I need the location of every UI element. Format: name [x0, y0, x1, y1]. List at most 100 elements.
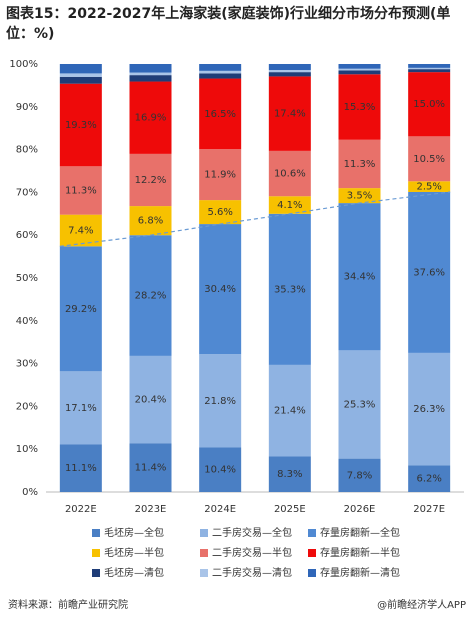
y-tick-label: 30%: [16, 359, 38, 370]
legend-label: 二手房交易—清包: [212, 566, 292, 579]
bar-segment: [129, 72, 172, 76]
data-label: 26.3%: [413, 404, 445, 415]
chart-title: 图表15：2022-2027年上海家装(家庭装饰)行业细分市场分布预测(单位：%…: [6, 6, 451, 42]
legend-label: 存量房翻新—全包: [320, 526, 400, 539]
y-tick-label: 100%: [9, 59, 38, 70]
y-tick-label: 10%: [16, 444, 38, 455]
bar-segment: [338, 70, 381, 75]
data-label: 17.4%: [274, 109, 306, 120]
data-label: 11.9%: [204, 170, 236, 181]
x-tick-label: 2022E: [65, 504, 97, 515]
bar-segment: [59, 246, 102, 372]
data-label: 21.8%: [204, 396, 236, 407]
data-label: 11.3%: [344, 159, 376, 170]
bar-segment: [129, 64, 172, 73]
data-label: 17.1%: [65, 403, 97, 414]
y-tick-label: 20%: [16, 401, 38, 412]
data-label: 7.4%: [68, 225, 93, 236]
bar-segment: [338, 203, 381, 351]
x-tick-label: 2025E: [274, 504, 306, 515]
legend-label: 二手房交易—半包: [212, 546, 292, 559]
data-label: 37.6%: [413, 267, 445, 278]
data-label: 11.1%: [65, 463, 97, 474]
y-tick-label: 80%: [16, 145, 38, 156]
legend-swatch: [92, 529, 100, 537]
data-label: 28.2%: [135, 291, 167, 302]
bar-segment: [408, 72, 451, 137]
bar-segment: [268, 76, 311, 151]
legend-label: 存量房翻新—半包: [320, 546, 400, 559]
legend-swatch: [92, 549, 100, 557]
legend-label: 毛坯房—半包: [104, 546, 164, 559]
y-tick-label: 0%: [22, 487, 38, 498]
legend-swatch: [92, 569, 100, 577]
bar-segment: [338, 458, 381, 492]
bar-segment: [268, 364, 311, 457]
data-label: 25.3%: [344, 399, 376, 410]
data-label: 21.4%: [274, 406, 306, 417]
bar-segment: [408, 465, 451, 492]
bar-segment: [199, 64, 242, 71]
data-label: 10.5%: [413, 154, 445, 165]
credit: @前瞻经济学人APP: [377, 598, 466, 611]
x-tick-label: 2027E: [413, 504, 445, 515]
legend-label: 毛坯房—清包: [104, 566, 164, 579]
bar-segment: [408, 191, 451, 353]
bar-segment: [59, 371, 102, 445]
bar-segment: [338, 68, 381, 71]
bar-segment: [199, 447, 242, 492]
bar-segment: [338, 74, 381, 140]
legend-label: 毛坯房—全包: [104, 526, 164, 539]
legend-swatch: [308, 549, 316, 557]
legend-swatch: [200, 569, 208, 577]
bar-segment: [338, 139, 381, 189]
bar-segment: [199, 70, 242, 74]
data-label: 30.4%: [204, 284, 236, 295]
data-label: 8.3%: [277, 469, 302, 480]
data-label: 11.3%: [65, 185, 97, 196]
bar-segment: [59, 76, 102, 84]
bar-segment: [408, 181, 451, 192]
data-label: 19.3%: [65, 120, 97, 131]
data-label: 29.2%: [65, 304, 97, 315]
bar-segment: [129, 443, 172, 492]
data-label: 10.6%: [274, 169, 306, 180]
trend-line: [59, 191, 451, 247]
legend-swatch: [200, 529, 208, 537]
bar-segment: [199, 149, 242, 201]
bar-segment: [59, 64, 102, 74]
bar-segment: [338, 350, 381, 459]
y-tick-label: 60%: [16, 230, 38, 241]
x-tick-label: 2023E: [135, 504, 167, 515]
data-label: 16.5%: [204, 109, 236, 120]
bar-segment: [408, 69, 451, 73]
data-label: 11.4%: [135, 463, 167, 474]
legend-label: 存量房翻新—清包: [320, 566, 400, 579]
bar-segment: [129, 75, 172, 82]
bar-segment: [338, 64, 381, 69]
bar-segment: [338, 188, 381, 204]
bar-segment: [408, 136, 451, 182]
data-label: 10.4%: [204, 465, 236, 476]
data-label: 34.4%: [344, 272, 376, 283]
bar-segment: [268, 72, 311, 77]
bar-segment: [129, 153, 172, 207]
data-label: 20.4%: [135, 395, 167, 406]
bar-segment: [59, 444, 102, 492]
bar-segment: [199, 200, 242, 225]
bar-segment: [199, 78, 242, 150]
bar-segment: [268, 213, 311, 365]
y-tick-label: 90%: [16, 102, 38, 113]
bar-segment: [199, 73, 242, 79]
bar-segment: [408, 64, 451, 68]
legend-swatch: [308, 529, 316, 537]
legend-swatch: [308, 569, 316, 577]
data-label: 15.3%: [344, 102, 376, 113]
bar-segment: [199, 354, 242, 448]
bar-segment: [268, 150, 311, 197]
data-label: 4.1%: [277, 200, 302, 211]
data-label: 6.8%: [138, 216, 163, 227]
y-tick-label: 50%: [16, 273, 38, 284]
bar-segment: [59, 214, 102, 247]
